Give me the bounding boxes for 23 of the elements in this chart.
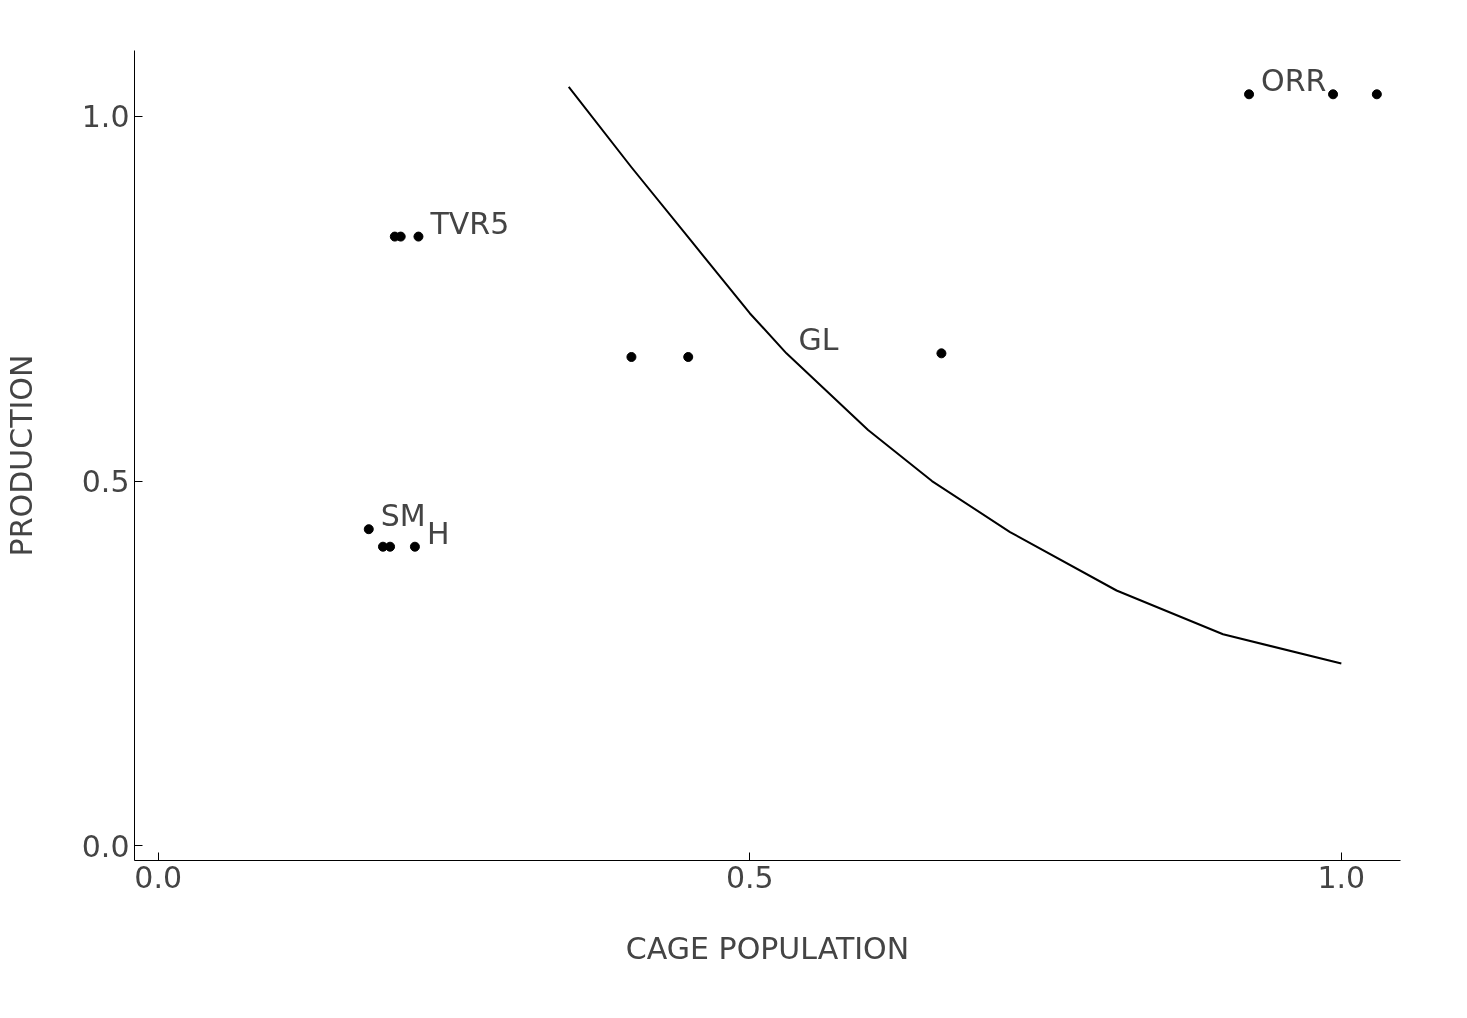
y-axis-title: PRODUCTION: [3, 354, 39, 557]
annotation: GL: [798, 322, 839, 358]
point: [626, 352, 637, 362]
point: [363, 524, 374, 535]
point: [385, 541, 396, 552]
x-tick-label: 0.5: [725, 859, 774, 895]
point: [1371, 89, 1382, 100]
annotation: H: [426, 515, 450, 551]
point: [1328, 89, 1339, 100]
point: [936, 348, 947, 359]
x-tick-label: 0.0: [134, 859, 183, 895]
annotation: ORR: [1261, 63, 1327, 99]
annotation: TVR5: [429, 205, 510, 241]
point: [409, 541, 420, 552]
point: [1244, 89, 1255, 100]
x-axis-title: CAGE POPULATION: [625, 930, 910, 966]
x-tick-label: 1.0: [1317, 859, 1366, 895]
annotation: SM: [380, 498, 426, 534]
y-tick-label: 1.0: [81, 99, 130, 135]
y-tick-label: 0.5: [81, 464, 130, 500]
point: [413, 231, 424, 242]
point: [683, 352, 694, 362]
y-tick-label: 0.0: [81, 828, 130, 864]
